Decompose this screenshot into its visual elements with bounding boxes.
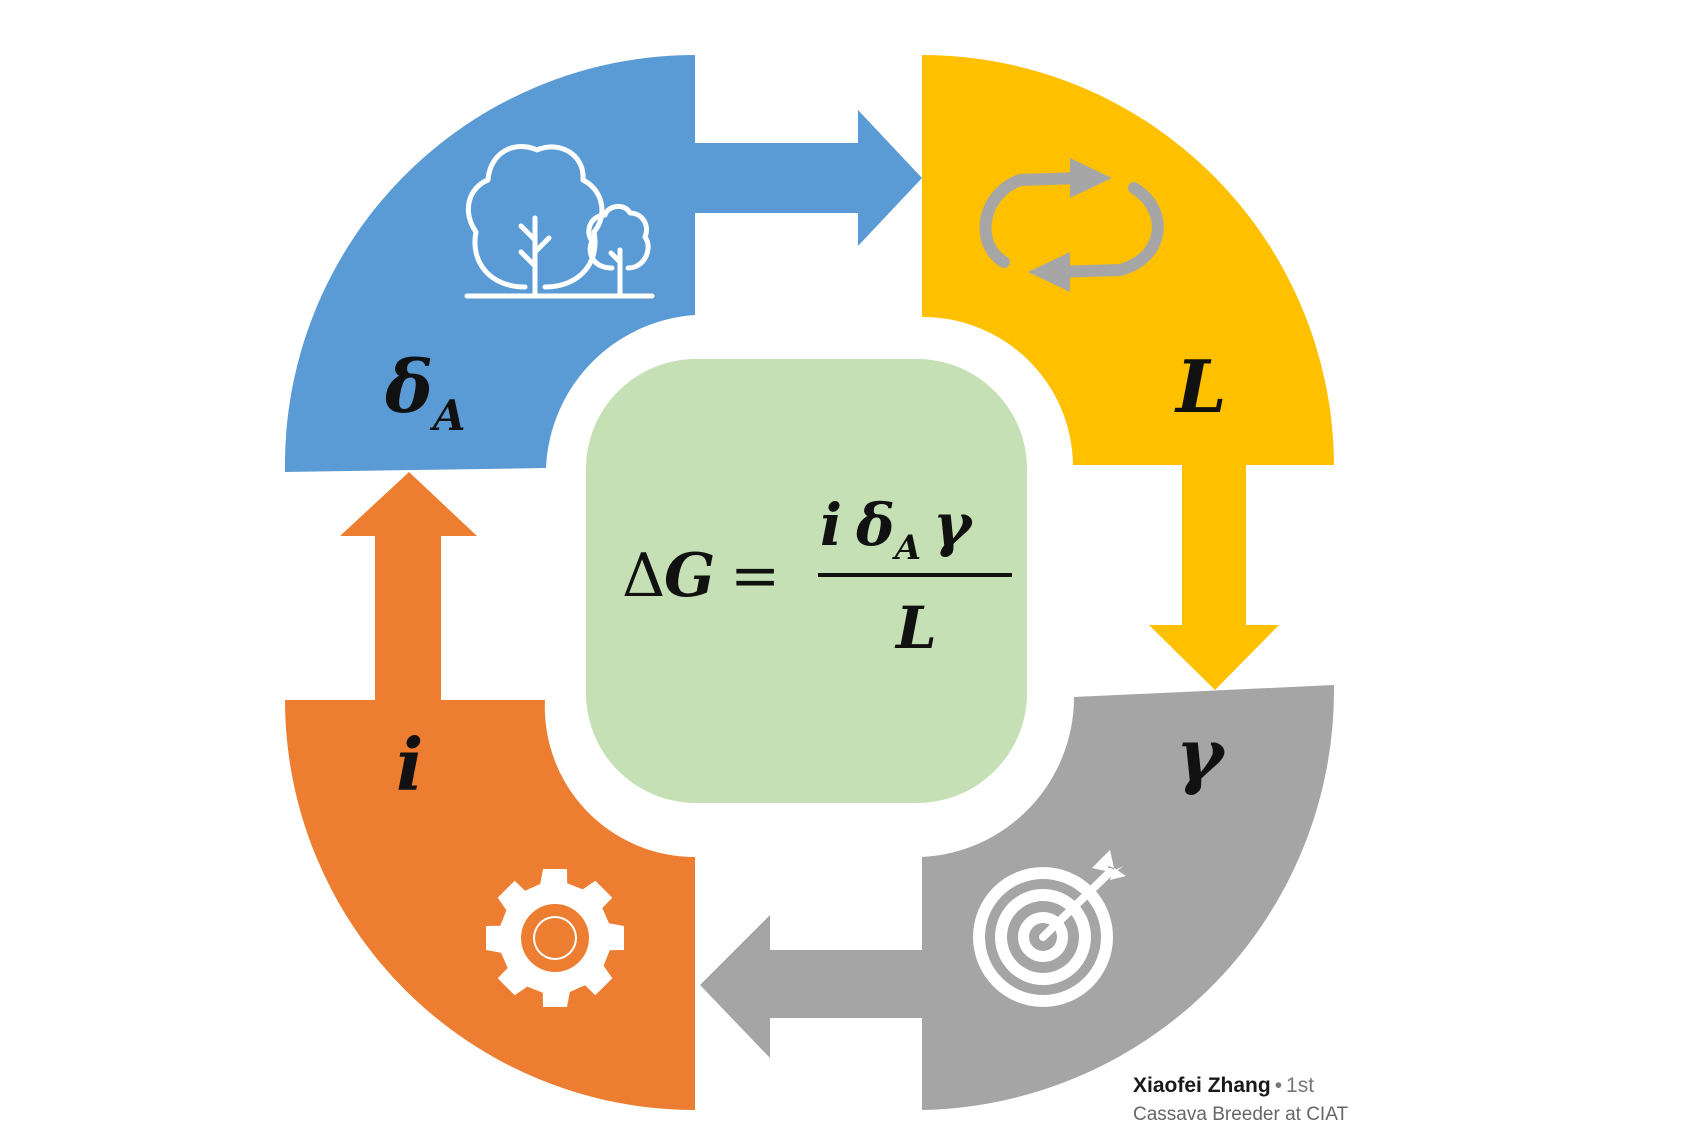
symbol-l: L [1174, 344, 1227, 429]
segment-yellow [922, 55, 1334, 465]
arrow-gray-to-orange [700, 915, 922, 1058]
target-icon [973, 850, 1126, 1007]
equation-numerator: i δA γ [820, 491, 974, 568]
trees-icon [464, 144, 655, 299]
author-card: Xiaofei Zhang • 1st Cassava Breeder at CIA… [1133, 1074, 1553, 1126]
symbol-i: i [396, 722, 423, 807]
equation-lhs-g: G [664, 541, 715, 611]
equation-denominator: L [894, 594, 937, 662]
separator-dot: • [1274, 1074, 1283, 1097]
segment-orange [285, 700, 695, 1110]
gear-icon [486, 869, 624, 1007]
equation-lhs-delta: Δ [622, 541, 665, 611]
author-headline: Cassava Breeder at CIAT [1133, 1104, 1349, 1125]
gear-hole [535, 918, 575, 958]
symbol-gamma: γ [1176, 712, 1227, 797]
connection-degree: 1st [1286, 1074, 1315, 1097]
segment-blue [284, 55, 695, 472]
arrow-blue-to-yellow [695, 110, 922, 246]
author-name-line: Xiaofei Zhang • 1st [1133, 1074, 1553, 1098]
symbol-delta-a: δA [384, 344, 466, 440]
equation-equals: = [730, 541, 780, 611]
arrow-orange-to-blue [340, 472, 477, 700]
author-name[interactable]: Xiaofei Zhang [1133, 1074, 1271, 1097]
arrow-yellow-to-gray [1149, 465, 1279, 690]
equation-box [586, 359, 1027, 803]
cycle-arrows-icon [979, 158, 1164, 292]
